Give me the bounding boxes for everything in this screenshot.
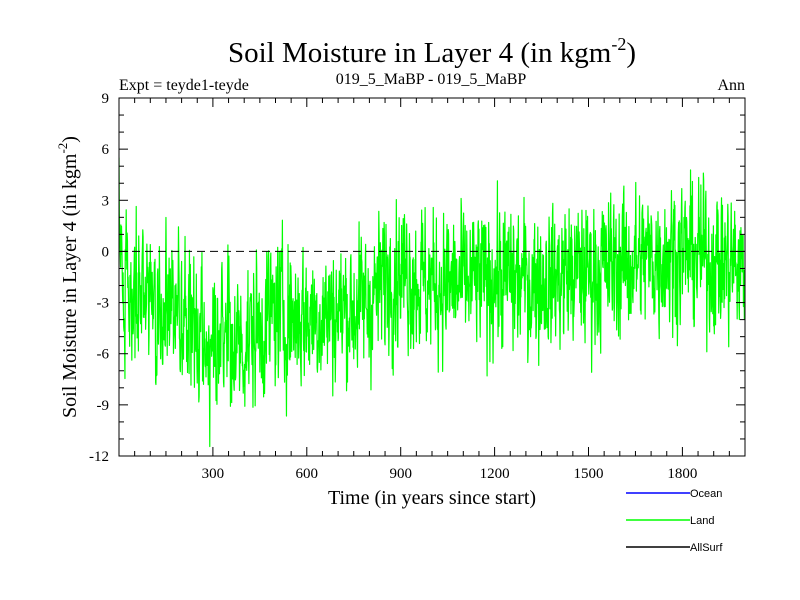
y-tick-label: 0 bbox=[102, 244, 110, 260]
experiment-label: Expt = teyde1-teyde bbox=[119, 77, 249, 94]
land-series-polyline bbox=[119, 157, 745, 448]
x-tick-label: 1800 bbox=[667, 466, 697, 482]
subtitle-label: 019_5_MaBP - 019_5_MaBP bbox=[336, 71, 527, 88]
chart-title: Soil Moisture in Layer 4 (in kgm-2) bbox=[228, 34, 636, 69]
x-tick-label: 900 bbox=[389, 466, 412, 482]
y-tick-label: -9 bbox=[97, 398, 110, 414]
y-tick-label: 6 bbox=[102, 142, 110, 158]
y-axis-label: Soil Moisture in Layer 4 (in kgm-2) bbox=[55, 136, 81, 418]
legend-label-ocean: Ocean bbox=[690, 488, 722, 500]
y-tick-label: -3 bbox=[97, 296, 110, 312]
x-tick-label: 300 bbox=[202, 466, 225, 482]
legend-label-allsurf: AllSurf bbox=[690, 542, 723, 554]
series-land-line bbox=[119, 157, 745, 448]
y-tick-label: 9 bbox=[102, 91, 110, 107]
plot-frame bbox=[118, 97, 746, 457]
x-axis: 300 600 900 1200 1500 1800 bbox=[134, 98, 730, 482]
x-tick-label: 1200 bbox=[480, 466, 510, 482]
y-axis: -12 -9 -6 -3 0 3 6 9 bbox=[89, 91, 745, 465]
x-tick-label: 600 bbox=[296, 466, 319, 482]
period-label: Ann bbox=[717, 77, 745, 94]
legend: Ocean Land AllSurf bbox=[626, 488, 723, 554]
x-tick-label: 1500 bbox=[574, 466, 604, 482]
y-tick-label: -12 bbox=[89, 449, 109, 465]
y-tick-label: -6 bbox=[97, 347, 110, 363]
y-tick-label: 3 bbox=[102, 193, 110, 209]
x-axis-label: Time (in years since start) bbox=[328, 487, 536, 509]
legend-label-land: Land bbox=[690, 515, 714, 527]
